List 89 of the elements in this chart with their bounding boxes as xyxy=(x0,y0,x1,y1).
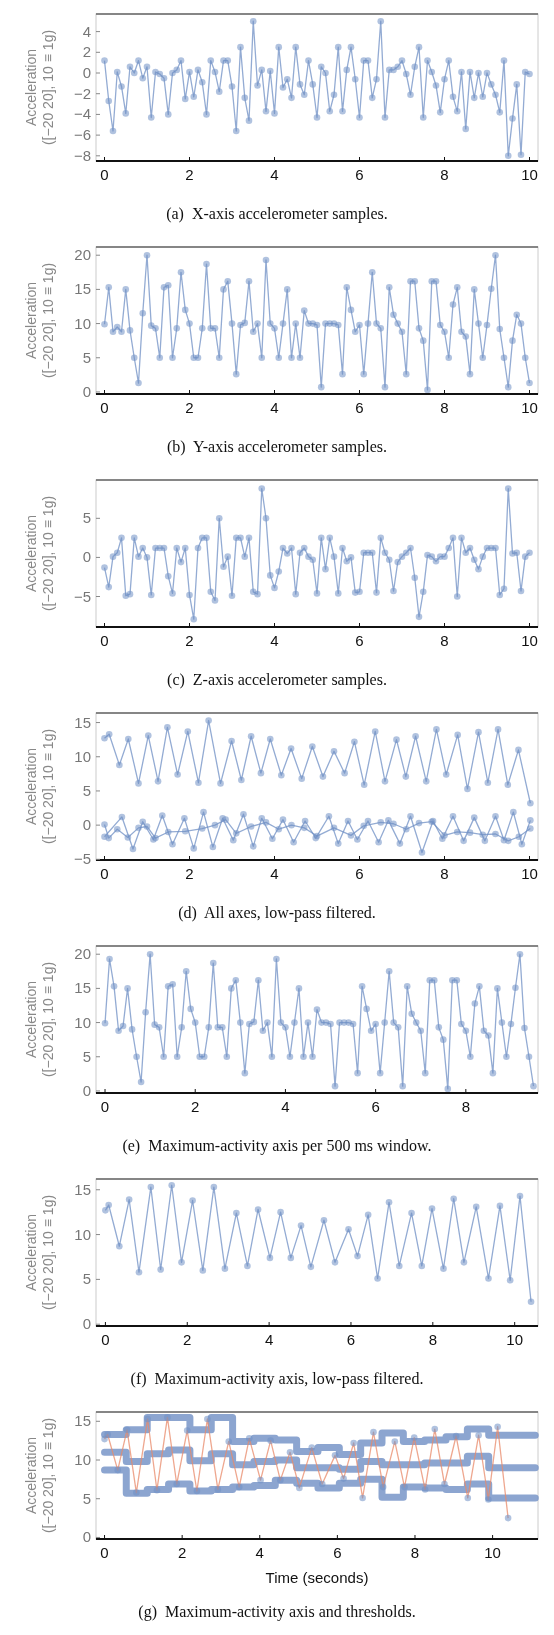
y-axis-title: Acceleration ([−20 20], 10 ≡ 1g) xyxy=(23,961,56,1078)
y-tick-label: 2 xyxy=(82,43,91,61)
y-tick-label: −5 xyxy=(73,850,91,868)
x-tick-label: 0 xyxy=(100,399,109,416)
y-tick-label: −8 xyxy=(73,146,91,164)
y-tick-label: 15 xyxy=(74,979,91,997)
x-tick-label: 8 xyxy=(440,166,449,183)
x-tick-label: 6 xyxy=(346,1331,356,1348)
y-tick-label: 4 xyxy=(82,22,91,40)
y-axis-title: Acceleration ([−20 20], 10 ≡ 1g) xyxy=(23,728,56,845)
x-tick-label: 4 xyxy=(264,1331,274,1348)
x-tick-label: 8 xyxy=(440,632,449,649)
x-tick-label: 6 xyxy=(355,865,364,882)
y-tick-label: 0 xyxy=(82,1315,91,1333)
x-tick-label: 0 xyxy=(100,865,109,882)
x-tick-label: 0 xyxy=(100,1098,110,1115)
text: (b) Y-axis accelerometer samples. xyxy=(166,438,388,456)
x-tick-label: 4 xyxy=(270,166,279,183)
x-tick-label: 6 xyxy=(355,632,364,649)
x-tick-label: 0 xyxy=(100,1544,109,1561)
y-tick-label: 5 xyxy=(82,509,91,527)
y-tick-label: 0 xyxy=(82,64,91,82)
y-tick-label: 0 xyxy=(82,382,91,400)
x-tick-label: 10 xyxy=(521,166,538,183)
y-tick-label: 20 xyxy=(74,945,91,963)
x-tick-label: 10 xyxy=(521,865,538,882)
y-axis-title: Acceleration ([−20 20], 10 ≡ 1g) xyxy=(23,262,56,379)
x-tick-label: 0 xyxy=(100,632,109,649)
y-tick-label: 5 xyxy=(82,348,91,366)
x-tick-label: 0 xyxy=(101,1331,110,1348)
y-tick-label: 5 xyxy=(82,1489,91,1507)
text: (c) Z-axis accelerometer samples. xyxy=(167,671,387,689)
y-tick-label: 10 xyxy=(74,314,91,332)
y-tick-label: 15 xyxy=(74,1180,91,1198)
x-tick-label: 6 xyxy=(371,1098,380,1115)
x-tick-label: 2 xyxy=(185,632,194,649)
x-tick-label: 6 xyxy=(355,399,364,416)
y-tick-label: −6 xyxy=(73,126,91,144)
x-tick-label: 4 xyxy=(270,632,279,649)
x-tick-label: 2 xyxy=(191,1098,200,1115)
x-tick-label: 2 xyxy=(185,166,194,183)
x-tick-label: 4 xyxy=(255,1544,264,1561)
y-axis-title: Acceleration ([−20 20], 10 ≡ 1g) xyxy=(23,495,56,612)
y-tick-label: 15 xyxy=(74,713,91,731)
x-tick-label: 8 xyxy=(440,865,449,882)
y-axis-title: Acceleration ([−20 20], 10 ≡ 1g) xyxy=(23,29,56,146)
x-tick-label: 2 xyxy=(183,1331,192,1348)
x-tick-label: 2 xyxy=(185,865,194,882)
x-tick-label: 8 xyxy=(410,1544,420,1561)
x-tick-label: 10 xyxy=(484,1544,501,1561)
y-tick-label: 10 xyxy=(74,747,91,765)
y-tick-label: −2 xyxy=(73,84,91,102)
x-tick-label: 2 xyxy=(185,399,194,416)
x-tick-label: 8 xyxy=(461,1098,471,1115)
x-tick-label: 6 xyxy=(333,1544,342,1561)
y-tick-label: 10 xyxy=(74,1013,91,1031)
y-tick-label: 10 xyxy=(74,1225,91,1243)
y-tick-label: 0 xyxy=(82,548,91,566)
text: (f) Maximum-activity axis, low-pass filtered. xyxy=(130,1370,424,1388)
text: (d) All axes, low-pass filtered. xyxy=(178,904,376,922)
y-tick-label: −5 xyxy=(73,587,91,605)
text: (g) Maximum-activity axis and thresholds. xyxy=(138,1603,416,1621)
x-tick-label: 0 xyxy=(100,166,109,183)
y-tick-label: 5 xyxy=(82,1047,91,1065)
x-tick-label: 10 xyxy=(506,1331,524,1348)
x-tick-label: 8 xyxy=(440,399,449,416)
y-tick-label: 5 xyxy=(82,1270,91,1288)
text: (a) X-axis accelerometer samples. xyxy=(166,205,388,223)
y-tick-label: −4 xyxy=(73,105,91,123)
x-tick-label: 10 xyxy=(521,632,538,649)
y-tick-label: 0 xyxy=(82,1081,91,1099)
y-tick-label: 15 xyxy=(74,280,91,298)
x-tick-label: 4 xyxy=(270,865,279,882)
x-tick-label: 4 xyxy=(281,1098,290,1115)
x-tick-label: 4 xyxy=(270,399,279,416)
y-axis-title: Acceleration ([−20 20], 10 ≡ 1g) xyxy=(23,1194,56,1311)
y-tick-label: 0 xyxy=(82,1528,91,1546)
text: (e) Maximum-activity axis per 500 ms window. xyxy=(122,1137,432,1155)
y-tick-label: 20 xyxy=(74,246,91,264)
y-tick-label: 10 xyxy=(74,1451,91,1469)
x-tick-label: 2 xyxy=(177,1544,187,1561)
x-tick-label: 10 xyxy=(521,399,538,416)
y-tick-label: 0 xyxy=(82,816,91,834)
y-tick-label: 5 xyxy=(82,781,91,799)
x-axis-title: Time (seconds) xyxy=(265,1569,369,1586)
y-axis-title: Acceleration ([−20 20], 10 ≡ 1g) xyxy=(23,1417,56,1534)
y-tick-label: 15 xyxy=(74,1412,91,1430)
x-tick-label: 6 xyxy=(355,166,364,183)
x-tick-label: 8 xyxy=(428,1331,437,1348)
